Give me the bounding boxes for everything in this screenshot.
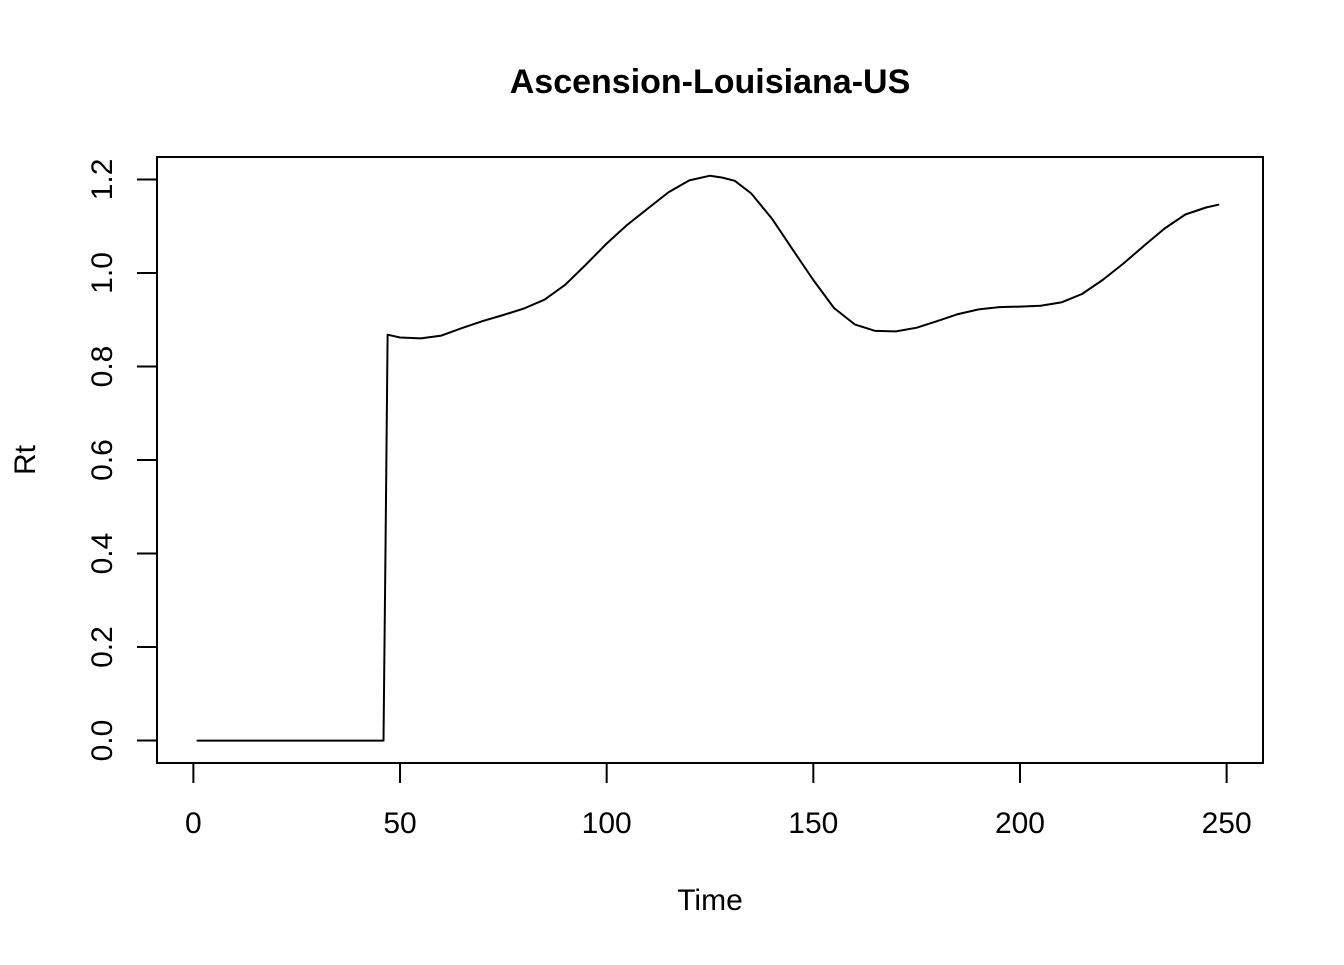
y-axis-label: Rt: [9, 444, 42, 475]
y-tick-label: 0.4: [86, 533, 119, 575]
x-tick-label: 100: [582, 807, 632, 840]
y-tick-label: 0.8: [86, 346, 119, 388]
x-tick-label: 150: [788, 807, 838, 840]
rt-series-line: [196, 174, 1220, 742]
x-tick-label: 250: [1202, 807, 1252, 840]
y-tick-label: 0.0: [86, 720, 119, 762]
x-axis: 0 50 100 150 200 250: [185, 762, 1252, 840]
y-tick-label: 0.6: [86, 439, 119, 481]
chart-title: Ascension-Louisiana-US: [510, 63, 911, 101]
y-axis: 0.0 0.2 0.4 0.6 0.8 1.0 1.2: [86, 159, 158, 762]
x-tick-label: 0: [185, 807, 202, 840]
y-tick-label: 1.0: [86, 252, 119, 294]
series-layer: [196, 174, 1220, 742]
y-tick-label: 1.2: [86, 159, 119, 201]
x-axis-label: Time: [677, 884, 743, 917]
x-tick-label: 50: [383, 807, 416, 840]
y-tick-label: 0.2: [86, 626, 119, 668]
x-tick-label: 200: [995, 807, 1045, 840]
